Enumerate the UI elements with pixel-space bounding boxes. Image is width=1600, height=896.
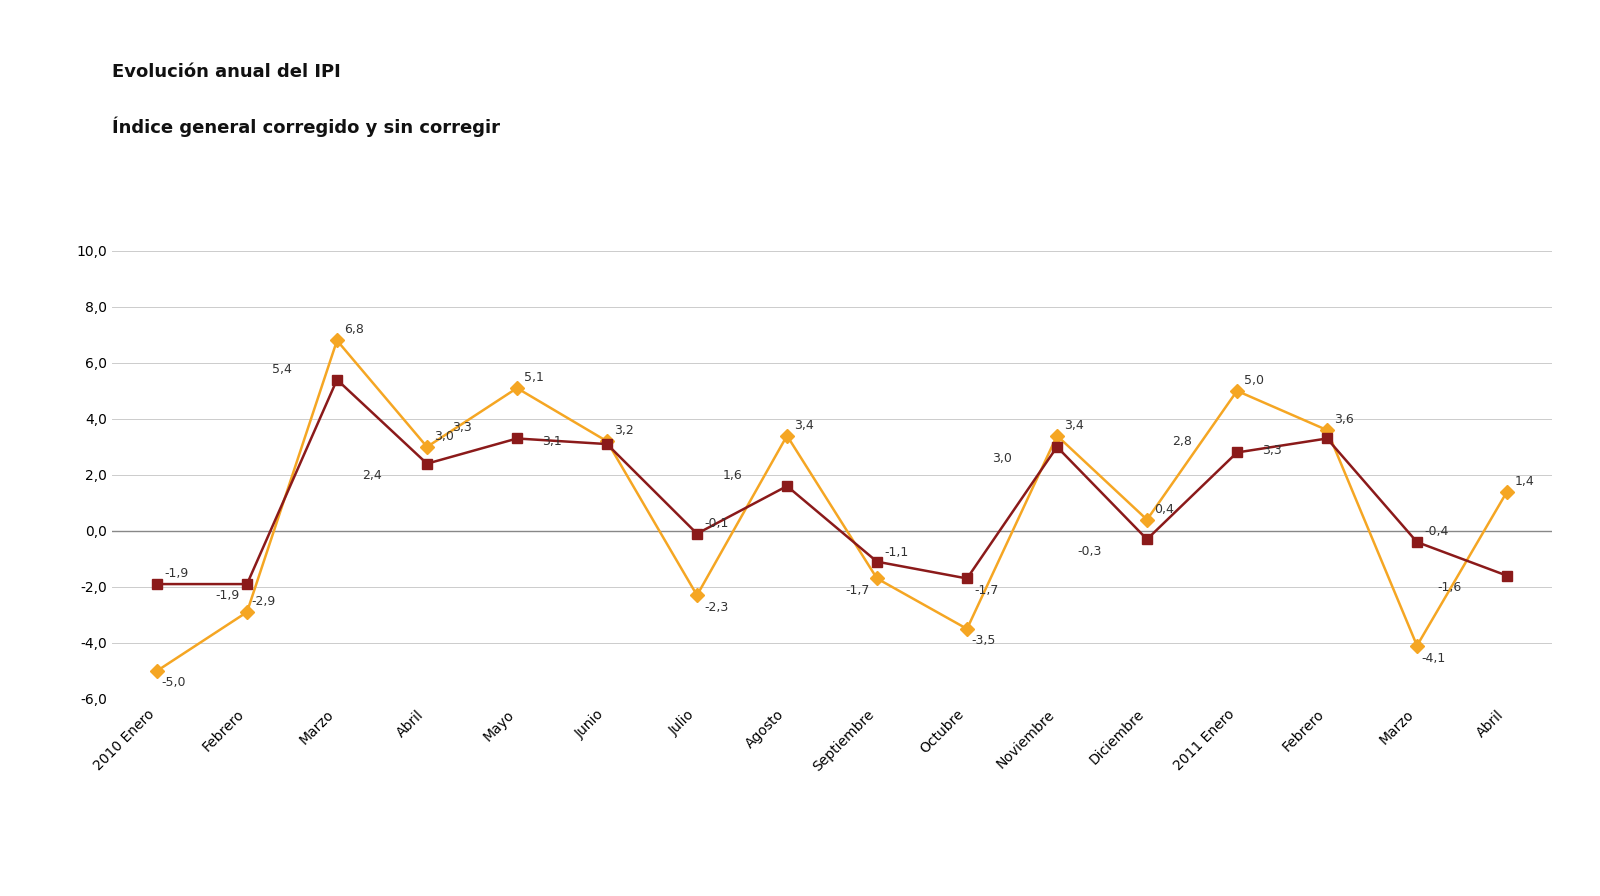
Sin corregir	[867, 573, 886, 584]
Corregido	[1317, 433, 1336, 444]
Sin corregir	[147, 666, 166, 676]
Text: -2,9: -2,9	[251, 595, 275, 608]
Text: 1,6: 1,6	[722, 470, 742, 482]
Corregido	[328, 375, 347, 385]
Text: -1,7: -1,7	[974, 584, 998, 597]
Text: -0,1: -0,1	[704, 517, 728, 530]
Text: -0,3: -0,3	[1078, 545, 1102, 557]
Text: -3,5: -3,5	[971, 634, 995, 647]
Corregido	[957, 573, 976, 584]
Text: -1,1: -1,1	[885, 546, 909, 559]
Corregido	[1408, 537, 1427, 547]
Corregido	[1138, 534, 1157, 545]
Text: -2,3: -2,3	[704, 600, 728, 614]
Text: 5,4: 5,4	[272, 363, 291, 375]
Text: 2,4: 2,4	[362, 470, 382, 482]
Text: 3,1: 3,1	[542, 435, 562, 449]
Text: Índice general corregido y sin corregir: Índice general corregido y sin corregir	[112, 116, 499, 137]
Sin corregir	[237, 607, 256, 617]
Text: -1,6: -1,6	[1438, 582, 1462, 594]
Sin corregir	[1408, 641, 1427, 651]
Text: 1,4: 1,4	[1514, 475, 1534, 487]
Corregido	[867, 556, 886, 567]
Text: -5,0: -5,0	[162, 676, 186, 689]
Text: 3,0: 3,0	[434, 430, 454, 443]
Sin corregir	[1317, 425, 1336, 435]
Text: -4,1: -4,1	[1421, 652, 1446, 666]
Text: Evolución anual del IPI: Evolución anual del IPI	[112, 63, 341, 81]
Line: Corregido: Corregido	[152, 375, 1512, 589]
Sin corregir	[1048, 430, 1067, 441]
Corregido	[418, 459, 437, 470]
Text: 0,4: 0,4	[1154, 503, 1174, 516]
Line: Sin corregir: Sin corregir	[152, 336, 1512, 676]
Corregido	[1227, 447, 1246, 458]
Text: 3,3: 3,3	[453, 421, 472, 435]
Text: 2,8: 2,8	[1173, 435, 1192, 449]
Text: 3,0: 3,0	[992, 452, 1013, 465]
Corregido	[778, 480, 797, 491]
Text: -1,7: -1,7	[845, 584, 870, 597]
Text: 5,1: 5,1	[525, 371, 544, 384]
Sin corregir	[778, 430, 797, 441]
Text: 3,3: 3,3	[1262, 444, 1282, 457]
Corregido	[1048, 442, 1067, 452]
Text: 3,4: 3,4	[794, 418, 814, 432]
Corregido	[237, 579, 256, 590]
Sin corregir	[507, 383, 526, 393]
Corregido	[507, 433, 526, 444]
Corregido	[597, 439, 616, 450]
Text: 5,0: 5,0	[1245, 374, 1264, 387]
Text: 3,4: 3,4	[1064, 418, 1083, 432]
Sin corregir	[688, 590, 707, 600]
Sin corregir	[1227, 385, 1246, 396]
Text: 3,2: 3,2	[614, 425, 634, 437]
Text: -1,9: -1,9	[165, 567, 189, 580]
Text: 3,6: 3,6	[1334, 413, 1354, 426]
Sin corregir	[957, 624, 976, 634]
Text: -1,9: -1,9	[216, 590, 240, 602]
Sin corregir	[1498, 487, 1517, 497]
Sin corregir	[1138, 514, 1157, 525]
Sin corregir	[597, 436, 616, 447]
Corregido	[147, 579, 166, 590]
Text: -0,4: -0,4	[1424, 525, 1448, 538]
Text: 6,8: 6,8	[344, 323, 365, 337]
Corregido	[1498, 571, 1517, 582]
Sin corregir	[328, 335, 347, 346]
Corregido	[688, 529, 707, 539]
Sin corregir	[418, 442, 437, 452]
